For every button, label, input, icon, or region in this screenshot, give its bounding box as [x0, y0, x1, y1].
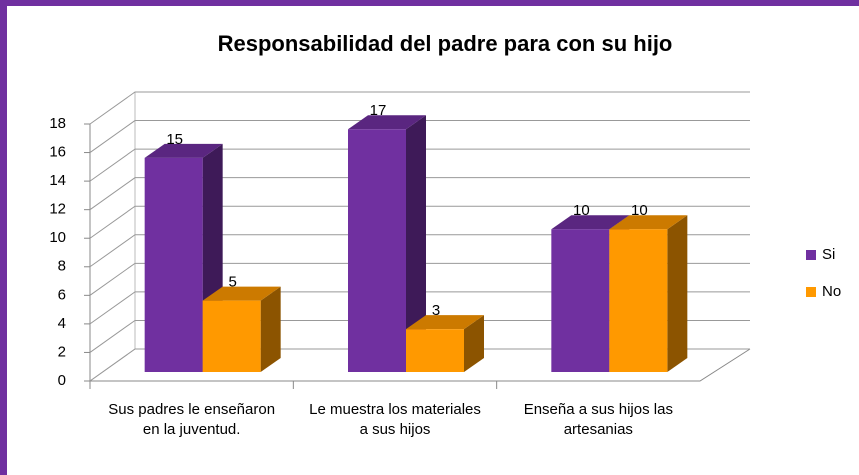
grid-line [89, 291, 750, 325]
grid-line [89, 234, 750, 268]
y-tick-label: 12 [49, 201, 66, 218]
x-tick-label: Sus padres le enseñaron en la juventud. [108, 401, 276, 438]
bar [609, 229, 668, 372]
bar-top [406, 315, 484, 330]
bar-top [202, 286, 281, 301]
grid-line [89, 205, 750, 239]
bar [348, 129, 406, 372]
y-tick-label: 18 [49, 115, 66, 132]
grid-line [89, 348, 750, 382]
legend-label: No [822, 283, 841, 300]
y-tick-label: 2 [58, 343, 66, 360]
x-tick-label: Le muestra los materiales a sus hijos [309, 401, 481, 438]
frame-top [0, 0, 859, 6]
value-label: 10 [631, 202, 648, 219]
y-tick-label: 10 [49, 229, 66, 246]
grid-line [89, 91, 750, 125]
bar-side [667, 215, 688, 372]
grid-line [89, 319, 750, 353]
value-label: 5 [228, 274, 236, 291]
bar [202, 300, 261, 372]
bar-top [144, 143, 223, 158]
y-tick-label: 4 [58, 315, 66, 332]
x-tick-label: Enseña a sus hijos las artesanias [523, 401, 673, 438]
y-tick-label: 14 [49, 172, 66, 189]
value-label: 10 [573, 202, 590, 219]
y-tick-label: 16 [49, 144, 66, 161]
value-label: 17 [370, 102, 387, 119]
grid-line [89, 120, 750, 153]
y-tick-label: 8 [58, 258, 66, 275]
bar-side [464, 315, 484, 372]
bar-top [609, 215, 688, 230]
bar-top [348, 115, 426, 130]
grid-line [89, 148, 750, 182]
frame-left [0, 0, 7, 475]
grid-line [89, 262, 750, 296]
legend-swatch [806, 250, 816, 260]
y-tick-label: 0 [58, 372, 66, 389]
value-label: 3 [432, 302, 440, 319]
y-tick-label: 6 [58, 286, 66, 303]
chart-title: Responsabilidad del padre para con su hi… [218, 31, 673, 56]
bar [551, 229, 610, 372]
grid-line [89, 177, 750, 211]
value-label: 15 [166, 131, 183, 148]
legend-swatch [806, 287, 816, 297]
bar [144, 157, 203, 372]
bar [406, 329, 464, 372]
legend-label: Si [822, 246, 835, 263]
bar-side [260, 286, 281, 372]
bar-side [406, 115, 426, 373]
bar-top [551, 215, 630, 230]
